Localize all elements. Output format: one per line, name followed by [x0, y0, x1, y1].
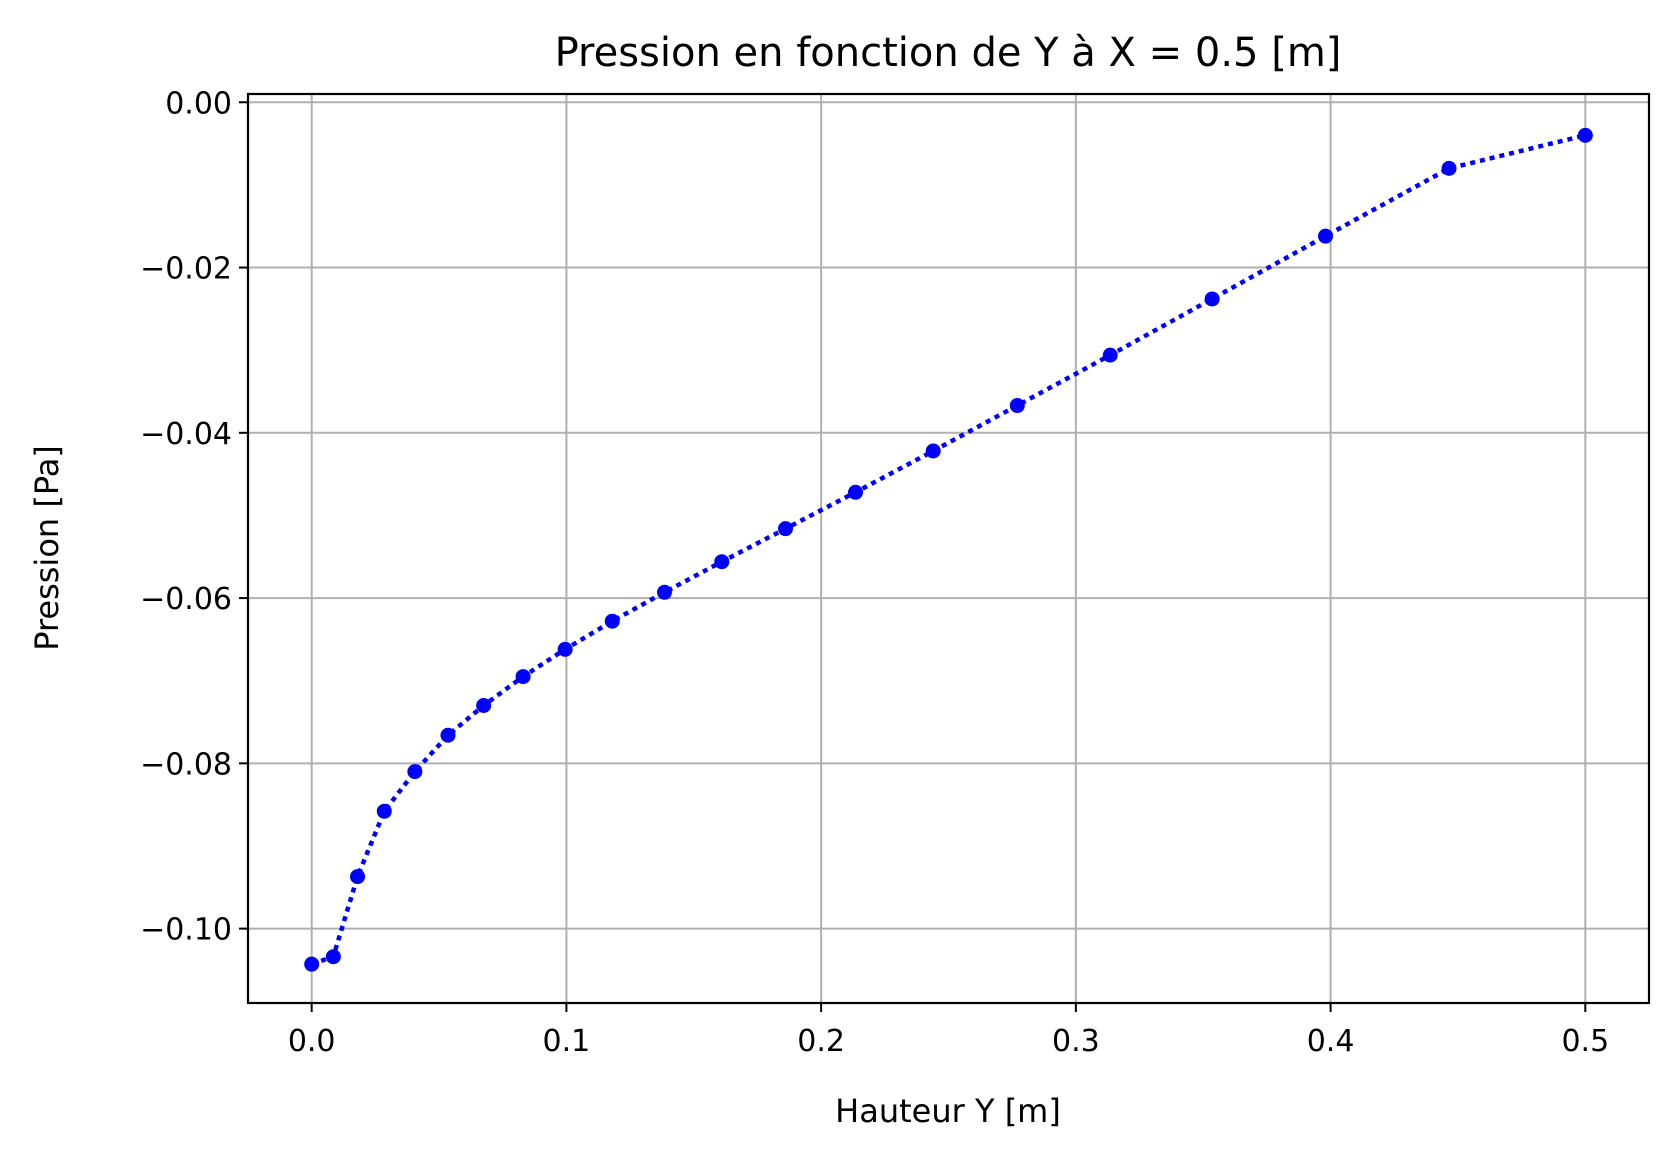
- data-point: [407, 764, 423, 780]
- data-points: [304, 127, 1593, 972]
- y-tick-label: −0.06: [140, 582, 232, 617]
- data-point: [1317, 228, 1333, 244]
- data-point: [515, 669, 531, 685]
- y-axis-label: Pression [Pa]: [28, 445, 66, 651]
- data-point: [476, 698, 492, 714]
- data-point: [777, 521, 793, 537]
- x-tick-label: 0.2: [797, 1024, 845, 1059]
- data-point: [1204, 291, 1220, 307]
- series-line: [310, 133, 1586, 967]
- y-tick-label: −0.04: [140, 417, 232, 452]
- data-point: [557, 641, 573, 657]
- data-point: [325, 949, 341, 965]
- data-point: [604, 613, 620, 629]
- x-tick-label: 0.0: [288, 1024, 336, 1059]
- data-point: [1441, 160, 1457, 176]
- data-point: [1102, 347, 1118, 363]
- axis-ticks: 0.0 0.1 0.2 0.3 0.4 0.5 0.00 −0.02 −0.04 −0.06 −0.…: [140, 86, 1609, 1059]
- data-point: [1577, 127, 1593, 143]
- y-tick-label: −0.02: [140, 252, 232, 287]
- x-axis-label: Hauteur Y [m]: [835, 1092, 1061, 1130]
- data-point: [1009, 398, 1025, 414]
- y-tick-label: −0.08: [140, 747, 232, 782]
- grid: [248, 94, 1649, 1003]
- chart-title: Pression en fonction de Y à X = 0.5 [m]: [555, 30, 1342, 76]
- x-tick-label: 0.4: [1307, 1024, 1355, 1059]
- plot-frame: [246, 92, 1651, 1005]
- data-point: [350, 869, 366, 885]
- data-point: [925, 443, 941, 459]
- y-tick-label: 0.00: [165, 86, 232, 121]
- x-tick-label: 0.3: [1052, 1024, 1100, 1059]
- data-point: [376, 803, 392, 819]
- data-point: [714, 554, 730, 570]
- data-point: [848, 484, 864, 500]
- series-line-group: [310, 133, 1586, 967]
- data-point: [304, 956, 320, 972]
- x-tick-label: 0.5: [1561, 1024, 1609, 1059]
- y-tick-label: −0.10: [140, 913, 232, 948]
- x-tick-label: 0.1: [543, 1024, 591, 1059]
- data-point: [440, 727, 456, 743]
- data-point: [656, 584, 672, 600]
